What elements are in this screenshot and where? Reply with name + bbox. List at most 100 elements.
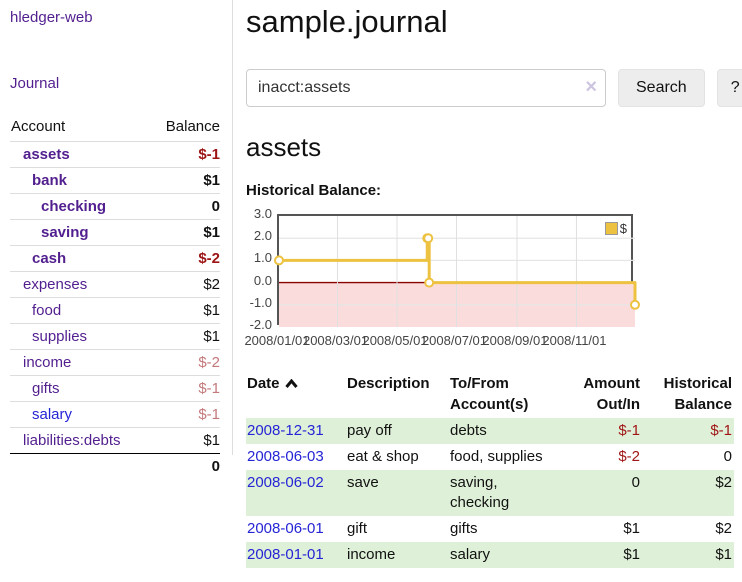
account-link[interactable]: expenses (23, 276, 88, 293)
data-point-marker (274, 255, 284, 266)
x-axis-tick-label: 2008/01/01 (244, 333, 310, 348)
y-axis-tick-label: 3.0 (253, 206, 272, 221)
register-table: Date Description To/From Account(s) Amou… (246, 371, 734, 568)
register-amount-cell: $1 (623, 546, 640, 563)
account-row: gifts $-1 (10, 375, 220, 402)
clear-search-icon[interactable]: × (585, 76, 597, 98)
register-description-cell: save (347, 474, 379, 491)
data-point-marker (424, 277, 435, 288)
account-link[interactable]: food (32, 302, 62, 319)
chart-legend: $ (604, 221, 627, 236)
search-button[interactable]: Search (618, 69, 705, 107)
accounts-total-row: 0 (10, 453, 220, 479)
account-link[interactable]: checking (41, 198, 107, 215)
register-accounts-cell: saving, checking (450, 474, 510, 511)
account-row: assets $-1 (10, 141, 220, 168)
account-row: food $1 (10, 297, 220, 324)
x-axis-tick-label: 2008/09/01 (482, 333, 548, 348)
accounts-total-value: 0 (150, 453, 220, 479)
x-axis-tick-label: 2008/05/01 (362, 333, 428, 348)
legend-swatch-icon (604, 222, 618, 235)
account-name-cell: food (10, 297, 151, 324)
account-link[interactable]: liabilities:debts (23, 432, 121, 449)
y-axis-tick-label: 2.0 (253, 228, 272, 244)
y-axis-tick-label: 0.0 (253, 272, 272, 288)
accounts-balance-table: Account Balance assets $-1 bank $1 checking 0… (10, 115, 220, 479)
account-link[interactable]: income (23, 354, 72, 371)
transaction-date-link[interactable]: 2008-06-02 (247, 474, 324, 491)
y-axis-tick-label: -2.0 (249, 317, 272, 332)
register-balance-cell: $2 (715, 520, 732, 537)
account-link[interactable]: cash (32, 250, 67, 267)
search-input-wrapper: × (246, 69, 606, 107)
account-balance: $1 (150, 323, 220, 350)
register-row: 2008-06-03 eat & shop food, supplies $-2 0 (246, 444, 734, 470)
register-row: 2008-12-31 pay off debts $-1 $-1 (246, 418, 734, 444)
account-row: salary $-1 (10, 401, 220, 428)
register-description-cell: gift (347, 520, 368, 537)
register-balance-cell: $-1 (710, 422, 732, 439)
register-description-cell: income (347, 546, 396, 563)
search-input[interactable] (246, 69, 606, 107)
account-balance: $2 (150, 271, 220, 298)
help-button[interactable]: ? (716, 69, 742, 107)
account-balance: $-2 (150, 349, 220, 376)
register-row: 2008-06-02 save saving, checking 0 $2 (246, 470, 734, 516)
app-title-link[interactable]: hledger-web (10, 9, 93, 26)
register-row: 2008-01-01 income salary $1 $1 (246, 542, 734, 568)
account-name-cell: saving (10, 219, 151, 246)
transaction-date-link[interactable]: 2008-01-01 (247, 546, 324, 563)
register-header-accounts: To/From Account(s) (450, 375, 529, 413)
account-link[interactable]: salary (32, 406, 73, 423)
account-balance: $-1 (150, 375, 220, 402)
account-link[interactable]: assets (23, 146, 70, 163)
account-balance: 0 (150, 193, 220, 220)
accounts-header-account: Account (11, 118, 66, 135)
transaction-date-link[interactable]: 2008-06-01 (247, 520, 324, 537)
historical-balance-chart: $ 3.0 2.0 1.0 0.0 -1.0 -2.0 2008/01/01 2008/03/… (244, 206, 742, 350)
sidebar-item-journal[interactable]: Journal (10, 75, 60, 92)
x-axis-tick-label: 2008/07/01 (421, 333, 488, 348)
sort-ascending-icon (284, 378, 298, 388)
legend-label: $ (619, 221, 627, 236)
register-date-cell: 2008-06-03 (246, 444, 346, 470)
register-header-description: Description (347, 375, 430, 392)
register-header-date-label: Date (247, 375, 280, 392)
account-name-cell: cash (10, 245, 151, 272)
account-name-cell: assets (10, 141, 151, 168)
account-heading: assets (246, 132, 322, 162)
x-axis-tick-label: 2008/03/01 (302, 333, 369, 348)
register-date-cell: 2008-12-31 (246, 418, 346, 444)
register-header-amount: Amount Out/In (583, 375, 640, 413)
chart-canvas (274, 216, 640, 327)
transaction-date-link[interactable]: 2008-06-03 (247, 448, 324, 465)
register-header-balance: Historical Balance (663, 375, 732, 413)
chart-plot-area: $ (274, 214, 640, 327)
account-balance: $-1 (150, 141, 220, 168)
account-link[interactable]: saving (41, 224, 89, 241)
register-header-row: Date Description To/From Account(s) Amou… (246, 371, 734, 418)
account-row: expenses $2 (10, 271, 220, 298)
transaction-date-link[interactable]: 2008-12-31 (247, 422, 324, 439)
account-row: saving $1 (10, 219, 220, 246)
account-row: cash $-2 (10, 245, 220, 272)
register-accounts-cell: debts (450, 422, 487, 439)
account-row: liabilities:debts $1 (10, 427, 220, 454)
x-axis-tick-label: 2008/11/01 (542, 333, 607, 348)
register-amount-cell: $-2 (618, 448, 640, 465)
account-name-cell: liabilities:debts (10, 427, 151, 454)
account-balance: $-1 (150, 401, 220, 428)
chart-caption: Historical Balance: (246, 182, 382, 199)
register-header-date[interactable]: Date (246, 371, 346, 418)
register-balance-cell: $1 (715, 546, 732, 563)
account-balance: $1 (150, 219, 220, 246)
account-link[interactable]: gifts (32, 380, 60, 397)
register-balance-cell: $2 (715, 474, 732, 491)
account-name-cell: expenses (10, 271, 151, 298)
accounts-header-balance: Balance (165, 118, 220, 135)
account-link[interactable]: supplies (32, 328, 88, 345)
accounts-total-spacer (10, 453, 151, 479)
y-axis-tick-label: 1.0 (253, 250, 272, 266)
account-link[interactable]: bank (32, 172, 68, 189)
register-date-cell: 2008-06-01 (246, 516, 346, 542)
